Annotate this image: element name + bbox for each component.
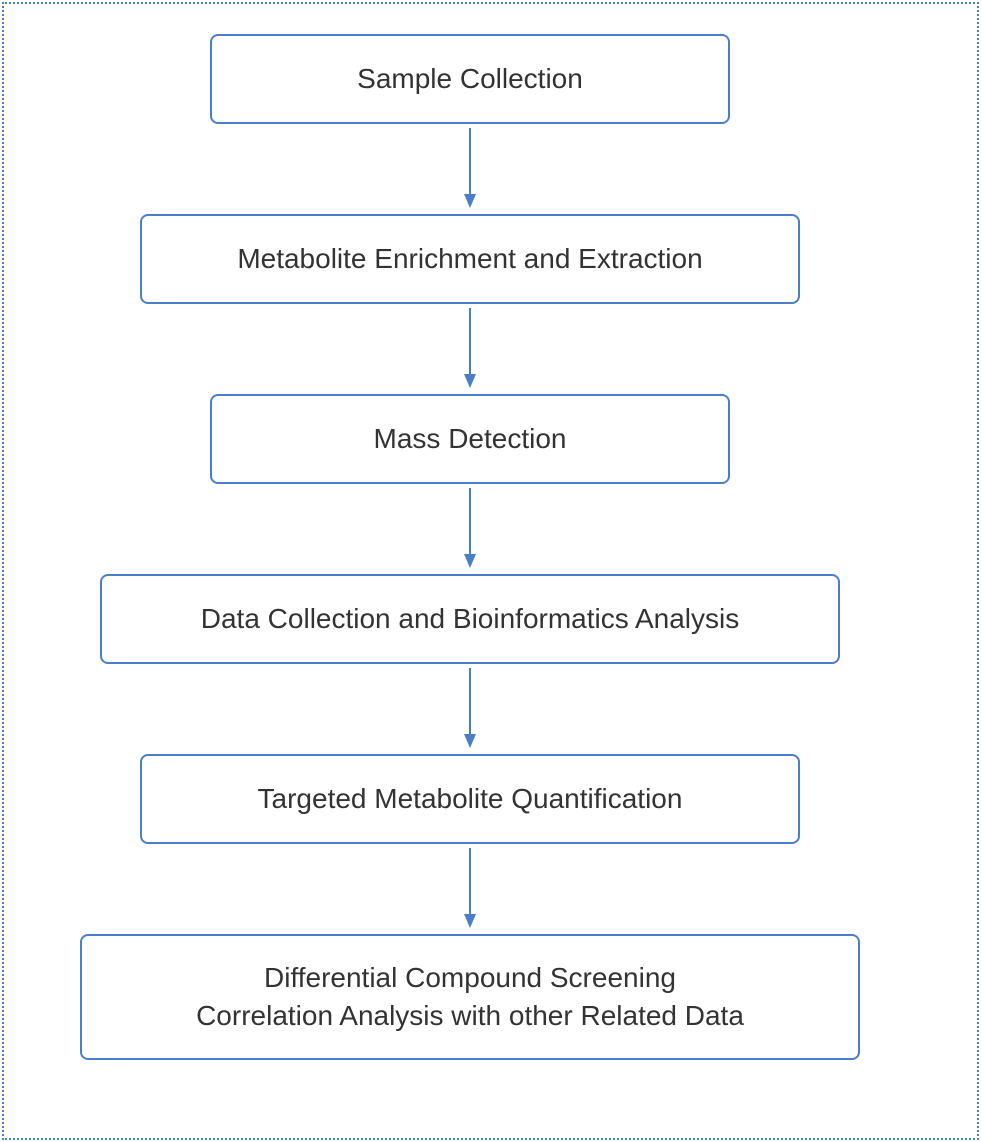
flowchart-canvas: Sample CollectionMetabolite Enrichment a… [0,0,981,1142]
flow-arrow [0,0,981,1142]
